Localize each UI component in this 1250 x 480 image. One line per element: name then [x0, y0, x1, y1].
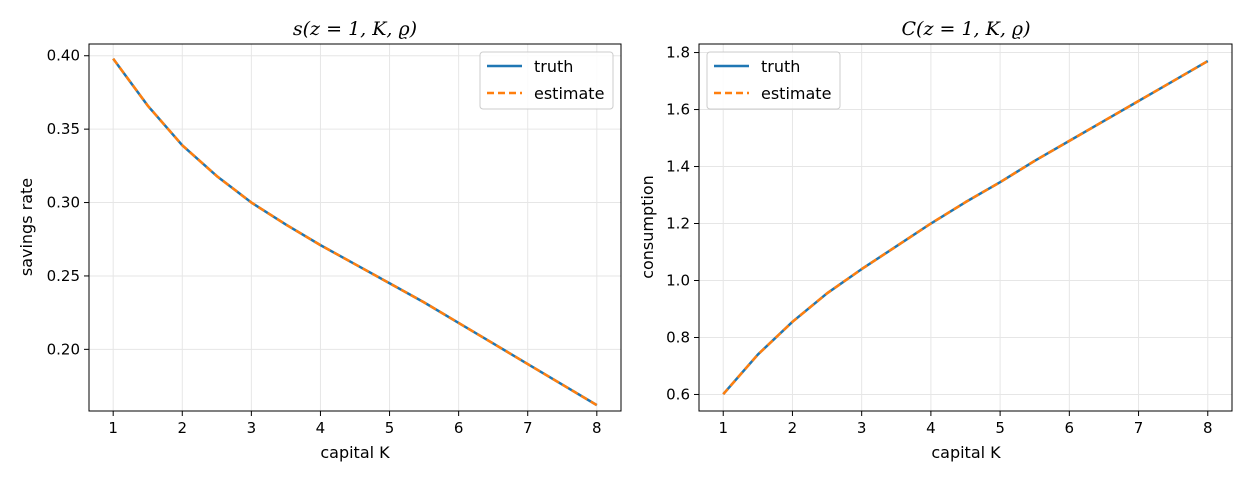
- savings-rate-axes-frame: [88, 43, 622, 412]
- consumption-y-tick-label: 1.4: [666, 158, 690, 176]
- consumption-x-tick-label: 2: [788, 419, 798, 437]
- savings-rate-y-tick-label: 0.20: [47, 340, 80, 358]
- savings-rate-x-tick-label: 1: [108, 419, 118, 437]
- savings-rate-title: s(z = 1, K, ϱ): [293, 18, 417, 40]
- savings-rate-y-tick-label: 0.35: [47, 120, 80, 138]
- savings-rate-legend-label-truth: truth: [534, 57, 573, 76]
- consumption-title: C(z = 1, K, ϱ): [902, 18, 1031, 40]
- consumption-panel: C(z = 1, K, ϱ) capital K consumption 1 2 3…: [638, 18, 1233, 462]
- consumption-axes-frame: [698, 43, 1233, 412]
- consumption-legend-label-estimate: estimate: [761, 84, 831, 103]
- consumption-x-tick-label: 6: [1065, 419, 1075, 437]
- savings-rate-ylabel: savings rate: [17, 178, 36, 276]
- consumption-x-tick-label: 4: [926, 419, 936, 437]
- consumption-y-tick-label: 1.6: [666, 101, 690, 119]
- savings-rate-panel: s(z = 1, K, ϱ) capital K savings rate 1 2…: [17, 18, 622, 462]
- consumption-ylabel: consumption: [638, 175, 657, 279]
- consumption-x-tick-label: 3: [857, 419, 867, 437]
- savings-rate-y-tick-label: 0.30: [47, 194, 80, 212]
- consumption-x-tick-label: 5: [995, 419, 1005, 437]
- savings-rate-xlabel: capital K: [320, 443, 390, 462]
- consumption-y-tick-label: 0.8: [666, 328, 690, 346]
- consumption-y-tick-label: 1.8: [666, 44, 690, 62]
- savings-rate-x-tick-label: 6: [454, 419, 464, 437]
- consumption-x-tick-label: 1: [718, 419, 728, 437]
- savings-rate-x-tick-label: 5: [385, 419, 395, 437]
- savings-rate-x-tick-label: 8: [592, 419, 602, 437]
- consumption-y-tick-label: 1.2: [666, 215, 690, 233]
- savings-rate-x-tick-label: 3: [247, 419, 257, 437]
- consumption-legend-label-truth: truth: [761, 57, 800, 76]
- consumption-x-tick-label: 8: [1203, 419, 1213, 437]
- consumption-x-tick-label: 7: [1134, 419, 1144, 437]
- savings-rate-x-tick-label: 4: [316, 419, 326, 437]
- savings-rate-x-tick-label: 2: [177, 419, 187, 437]
- savings-rate-y-tick-label: 0.40: [47, 47, 80, 65]
- savings-rate-x-tick-label: 7: [523, 419, 533, 437]
- consumption-series-estimate-line: [722, 60, 1209, 396]
- savings-rate-legend-label-estimate: estimate: [534, 84, 604, 103]
- consumption-y-tick-label: 1.0: [666, 271, 690, 289]
- consumption-xlabel: capital K: [931, 443, 1001, 462]
- savings-rate-series-estimate-line: [112, 57, 598, 407]
- savings-rate-y-tick-label: 0.25: [47, 267, 80, 285]
- consumption-y-tick-label: 0.6: [666, 385, 690, 403]
